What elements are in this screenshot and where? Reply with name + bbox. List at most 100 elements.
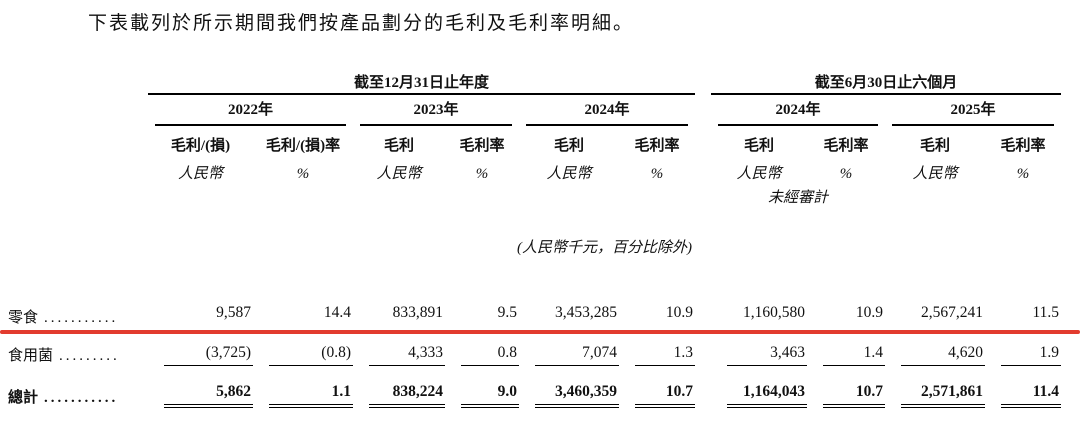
table-cell: 10.7 [807, 366, 886, 408]
cell-value: 4,333 [369, 343, 445, 366]
cell-value: 1,164,043 [727, 382, 808, 408]
table-cell: 9,587 [148, 294, 253, 328]
table-cell: 11.5 [985, 294, 1061, 328]
spacer-cell [8, 60, 148, 94]
leader-dots: ......... [59, 348, 120, 365]
leader-dots: ........... [44, 310, 119, 327]
table-cell: 3,463 [711, 328, 808, 366]
row-label: 食用菌......... [8, 328, 148, 366]
spacer-cell [695, 94, 711, 126]
year-2025-interim: 2025年 [885, 94, 1061, 126]
year-2024-interim: 2024年 [711, 94, 885, 126]
cell-value: 5,862 [164, 382, 253, 408]
measure-header: 毛利/(損) [170, 138, 231, 155]
table-cell: 10.9 [807, 294, 885, 328]
spacer-cell [695, 294, 711, 328]
unit-header: % [1016, 166, 1030, 183]
year-2024: 2024年 [519, 94, 695, 126]
measure-header: 毛利率 [634, 138, 680, 155]
table-cell: 10.9 [619, 294, 695, 328]
cell-value: 9,587 [216, 303, 251, 321]
spacer-cell [8, 184, 695, 208]
measure-header: 毛利/(損)率 [265, 138, 341, 155]
table-cell: 2,571,861 [885, 366, 986, 408]
unit-header: 人民幣 [177, 166, 223, 183]
year-2022: 2022年 [148, 94, 353, 126]
unit-header: % [475, 166, 489, 183]
unaudited-label: 未經審計 [768, 190, 829, 207]
year-label: 2025年 [892, 101, 1055, 126]
table-cell: (3,725) [148, 328, 253, 366]
year-label: 2023年 [360, 101, 512, 126]
table-row-snacks: 零食........... 9,587 14.4 833,891 9.5 3,4… [8, 294, 1061, 328]
table-cell: 1.3 [619, 328, 696, 366]
table-cell: 10.7 [619, 366, 696, 408]
table-cell: 7,074 [519, 328, 619, 366]
gross-profit-table: 截至12月31日止年度 截至6月30日止六個月 2022年 2023年 2024… [8, 60, 1062, 408]
cell-value: 7,074 [535, 343, 619, 366]
table-cell: 1.4 [807, 328, 886, 366]
measure-header: 毛利 [920, 138, 951, 155]
unit-header-row: 人民幣 % 人民幣 % 人民幣 % 人民幣 % 人民幣 % [8, 156, 1061, 184]
measure-header: 毛利率 [1000, 138, 1046, 155]
spacer-cell [885, 184, 1061, 208]
year-2023: 2023年 [353, 94, 519, 126]
gap-row [8, 258, 1061, 294]
row-label: 總計........... [8, 366, 148, 408]
cell-value: 1.9 [1001, 343, 1062, 366]
cell-value: 1,160,580 [743, 303, 806, 321]
table-row-total: 總計........... 5,862 1.1 838,224 9.0 3,46… [8, 366, 1062, 408]
unit-header: % [296, 166, 310, 183]
table-cell: 5,862 [148, 366, 253, 408]
unit-header: 人民幣 [376, 166, 422, 183]
measure-header: 毛利率 [459, 138, 505, 155]
table-cell: 3,460,359 [519, 366, 619, 408]
period-group-annual: 截至12月31日止年度 [148, 60, 696, 95]
spacer-cell [695, 184, 711, 208]
measure-header-row: 毛利/(損) 毛利/(損)率 毛利 毛利率 毛利 毛利率 毛利 毛利率 毛利 毛… [8, 126, 1061, 156]
measure-header: 毛利 [744, 138, 775, 155]
cell-value: 11.5 [1032, 303, 1060, 321]
intro-text: 下表載列於所示期間我們按產品劃分的毛利及毛利率明細。 [88, 13, 635, 34]
table-cell: 1,164,043 [711, 366, 808, 408]
table-cell: 1.1 [253, 366, 353, 408]
spacer-cell [695, 126, 711, 156]
cell-value: 1.4 [823, 343, 886, 366]
spacer-cell [695, 156, 711, 184]
cell-value: (0.8) [269, 343, 353, 366]
table-cell: 833,891 [353, 294, 445, 328]
table-cell: 1,160,580 [711, 294, 807, 328]
spacer-cell [8, 156, 148, 184]
cell-value: 14.4 [323, 303, 351, 321]
cell-value: 10.9 [855, 303, 884, 321]
year-label: 2024年 [526, 101, 689, 126]
year-header-row: 2022年 2023年 2024年 2024年 2025年 [8, 94, 1061, 126]
cell-value: 11.4 [1001, 382, 1062, 408]
row-label-text: 食用菌 [8, 348, 54, 365]
year-label: 2024年 [718, 101, 879, 126]
unit-header: % [839, 166, 853, 183]
spacer-cell [695, 366, 711, 408]
spacer-cell [8, 208, 148, 258]
scale-note-row: (人民幣千元，百分比除外) [8, 208, 1061, 258]
cell-value: 9.0 [461, 382, 519, 408]
table-cell: 2,567,241 [885, 294, 985, 328]
table-cell: 9.0 [445, 366, 519, 408]
unit-header: 人民幣 [546, 166, 592, 183]
period-group-six-months: 截至6月30日止六個月 [711, 60, 1062, 95]
unaudited-row: 未經審計 [8, 184, 1061, 208]
unit-header: 人民幣 [912, 166, 958, 183]
unit-header: % [650, 166, 664, 183]
table-row-edible-fungi: 食用菌......... (3,725) (0.8) 4,333 0.8 7,0… [8, 328, 1062, 366]
cell-value: 838,224 [369, 382, 445, 408]
table-cell: 9.5 [445, 294, 519, 328]
table-cell: 0.8 [445, 328, 519, 366]
table-cell: 11.4 [985, 366, 1062, 408]
table-cell: 1.9 [985, 328, 1062, 366]
cell-value: 10.7 [823, 382, 886, 408]
cell-value: 0.8 [461, 343, 519, 366]
year-label: 2022年 [155, 101, 346, 126]
cell-value: 2,571,861 [901, 382, 986, 408]
row-label-text: 零食 [8, 310, 39, 327]
